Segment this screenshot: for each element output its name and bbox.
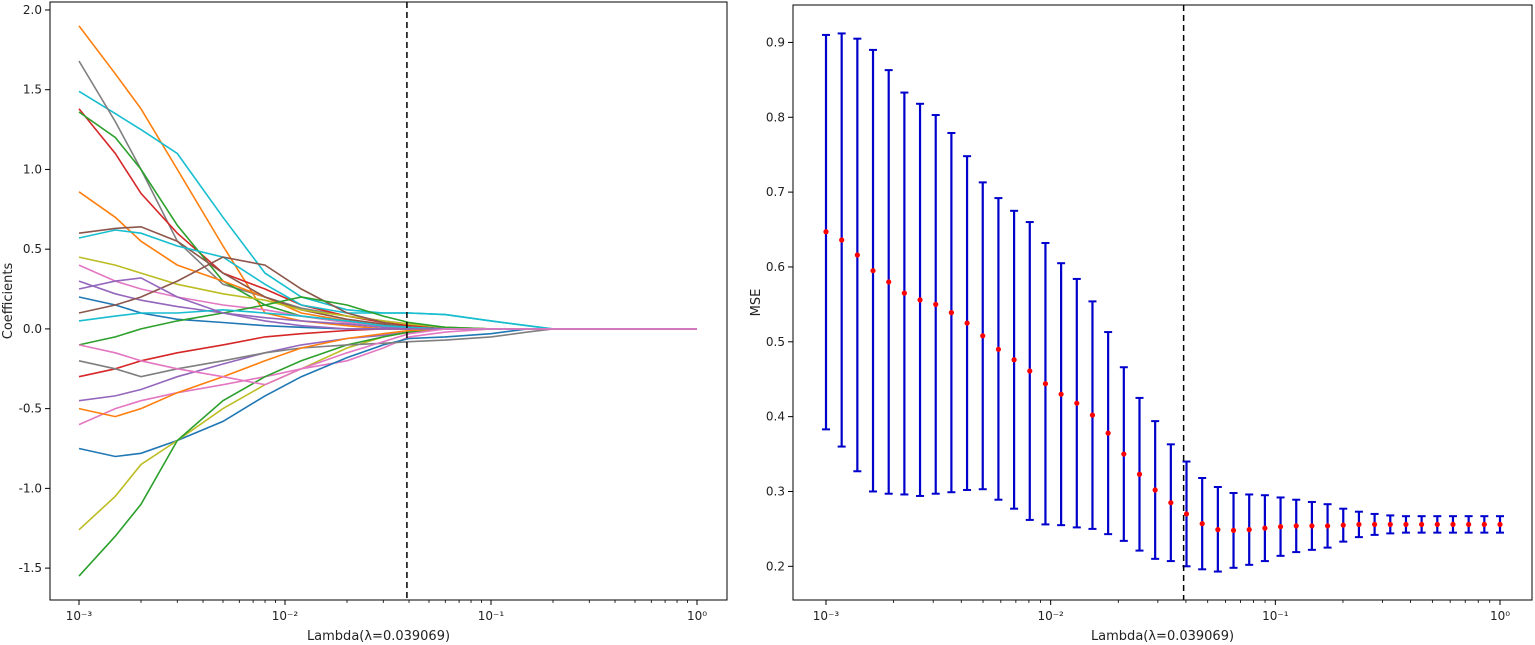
coefficient-path-3 [78,60,697,330]
coefficient-path-8 [78,229,697,330]
y-tick-label: 0.0 [23,322,42,336]
y-tick-label: -1.0 [19,481,42,495]
coefficient-path-20 [78,328,697,577]
x-tick-label: 10⁻¹ [1262,609,1289,623]
right-plot-frame [792,4,1533,601]
mse-point [1074,400,1080,406]
mse-point [1419,521,1425,528]
mse-point [1199,521,1205,527]
y-tick-label: -0.5 [19,402,42,416]
x-tick-label: 10⁰ [1490,609,1510,623]
x-tick-label: 10⁻³ [66,609,93,623]
coefficient-path-22 [78,328,697,418]
coefficient-path-18 [78,328,697,458]
mse-point [980,333,986,339]
left-x-axis-label: Lambda(λ=0.039069) [307,629,450,644]
mse-point [1340,522,1346,528]
mse-errorbars-and-points [822,32,1504,573]
y-tick-label: 0.3 [766,484,785,498]
mse-point [1309,523,1315,529]
mse-point [1481,521,1487,528]
y-tick-label: 0.5 [766,335,785,349]
y-tick-label: 0.9 [766,35,785,49]
y-tick-label: 0.6 [766,260,785,274]
mse-point [1215,527,1221,533]
mse-point [933,301,939,307]
x-tick-label: 10⁻³ [813,609,840,623]
y-tick-label: 0.2 [766,559,785,573]
coefficient-path-10 [78,264,697,330]
mse-point [948,310,954,316]
mse-point [1324,523,1331,529]
left-plot-frame [49,1,728,601]
y-tick-label: 0.4 [766,410,785,424]
mse-point [1403,521,1409,528]
y-tick-label: 2.0 [23,3,42,17]
coefficient-path-19 [78,328,697,531]
x-tick-label: 10⁻¹ [478,609,505,623]
mse-point [1497,521,1503,528]
x-tick-label: 10⁰ [687,609,707,623]
mse-point [1183,511,1190,517]
mse-point [917,297,923,303]
y-tick-label: 1.0 [23,162,42,176]
mse-point [1027,368,1033,374]
mse-point [901,290,907,296]
mse-point [1356,521,1362,528]
y-tick-label: 0.5 [23,242,42,256]
mse-point [1387,521,1393,528]
left-axis-ticks: 10⁻³ 10⁻² 10⁻¹ 10⁰ -1.5 -1.0 -0.5 0.0 0.5 1.0 1.5 2… [19,3,708,623]
mse-errorbar-chart: 10⁻³ 10⁻² 10⁻¹ 10⁰0.20.30.40.50.60.70.80.9 … [749,4,1533,644]
mse-point [1434,521,1440,528]
y-tick-label: 0.8 [766,110,785,124]
x-tick-label: 10⁻² [272,609,299,623]
mse-point [1089,412,1096,418]
mse-point [1105,430,1111,436]
mse-point [1042,381,1049,387]
mse-point [1293,523,1299,529]
mse-point [1230,527,1237,533]
y-tick-label: 0.7 [766,185,785,199]
coefficient-path-6 [78,191,697,330]
mse-point [1246,527,1252,533]
mse-point [1152,487,1158,493]
mse-point [839,237,845,243]
right-axis-ticks: 10⁻³ 10⁻² 10⁻¹ 10⁰ 0.2 0.3 0.4 0.5 0.6 0.7 0.8 0.9 [766,35,1510,623]
right-y-axis-label: MSE [749,289,764,317]
coefficient-path-lines [78,25,697,577]
mse-point [1262,525,1268,531]
mse-point [964,320,970,326]
mse-point [1121,451,1127,457]
mse-point [823,229,829,235]
left-y-axis-label: Coefficients [1,263,16,340]
mse-point [870,268,876,274]
mse-point [1450,521,1456,528]
coefficient-path-25 [78,328,697,386]
mse-point [1466,521,1472,528]
mse-point [1277,524,1284,530]
mse-point [995,346,1002,352]
mse-point [1011,357,1017,363]
mse-point [886,279,892,285]
mse-point [1372,521,1378,528]
y-tick-label: 1.5 [23,83,42,97]
right-x-axis-label: Lambda(λ=0.039069) [1091,629,1234,644]
mse-point [1136,471,1143,477]
coefficient-path-chart: 10⁻³ 10⁻² 10⁻¹ 10⁰ -1.5 -1.0 -0.5 0.0 0.5 1.0 1.5 2… [1,1,728,644]
mse-point [854,252,860,258]
x-tick-label: 10⁻² [1037,609,1064,623]
mse-point [1058,391,1064,397]
y-tick-label: -1.5 [19,561,42,575]
mse-point [1168,500,1174,506]
